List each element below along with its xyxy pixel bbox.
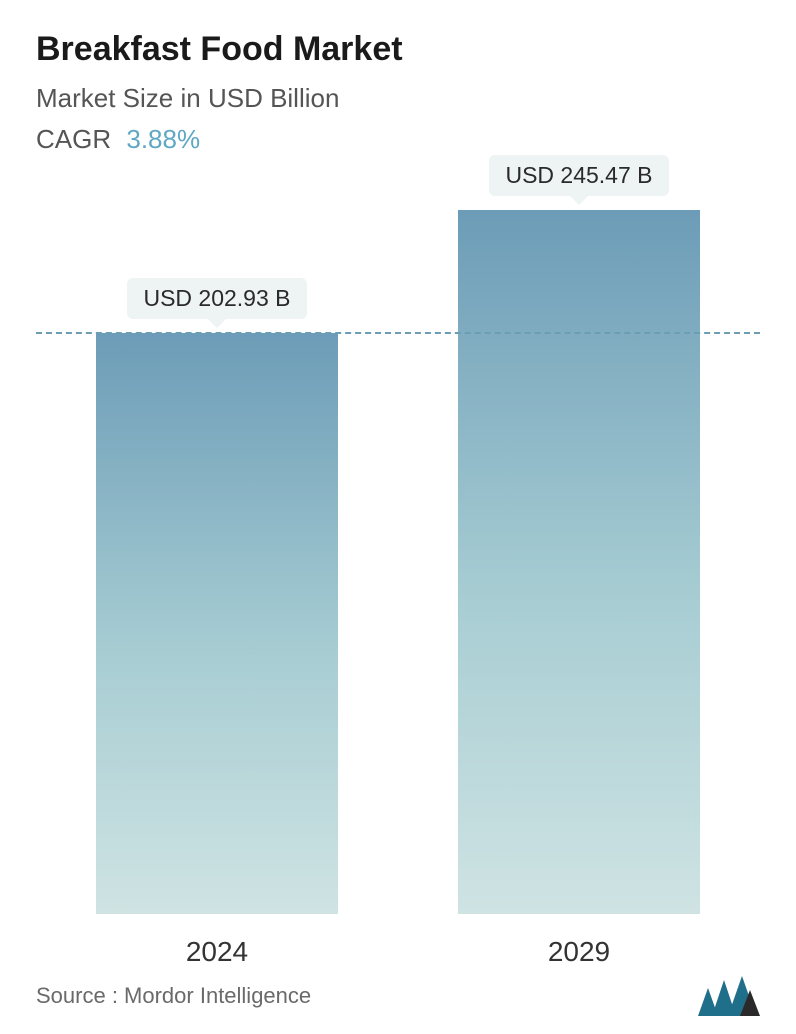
chart-area: USD 202.93 B USD 245.47 B — [36, 210, 760, 914]
value-badge-2024: USD 202.93 B — [127, 278, 306, 319]
x-label-2024: 2024 — [54, 936, 380, 968]
chart-subtitle: Market Size in USD Billion — [36, 83, 760, 114]
bar-2024 — [96, 333, 337, 915]
bar-group-2029: USD 245.47 B — [416, 210, 742, 914]
bar-2029 — [458, 210, 699, 914]
bar-group-2024: USD 202.93 B — [54, 210, 380, 914]
cagr-value: 3.88% — [126, 124, 200, 154]
bars-container: USD 202.93 B USD 245.47 B — [36, 210, 760, 914]
value-badge-2029: USD 245.47 B — [489, 155, 668, 196]
reference-line — [36, 332, 760, 334]
brand-logo-icon — [698, 976, 760, 1016]
x-axis-labels: 2024 2029 — [36, 936, 760, 968]
chart-title: Breakfast Food Market — [36, 30, 760, 69]
cagr-line: CAGR 3.88% — [36, 124, 760, 155]
x-label-2029: 2029 — [416, 936, 742, 968]
footer: Source : Mordor Intelligence — [36, 976, 760, 1016]
cagr-label: CAGR — [36, 124, 111, 154]
source-text: Source : Mordor Intelligence — [36, 983, 311, 1009]
